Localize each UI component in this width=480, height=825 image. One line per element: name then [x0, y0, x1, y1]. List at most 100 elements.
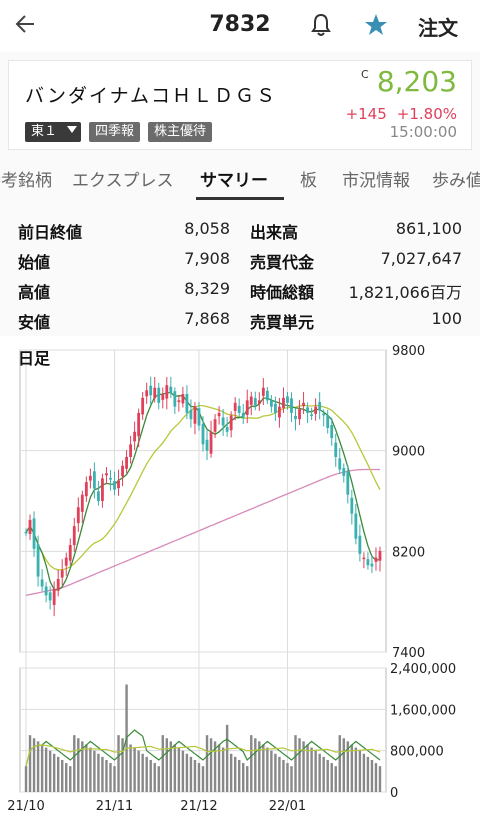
candle-body [181, 394, 185, 404]
candle-body [366, 559, 370, 566]
volume-bar [40, 744, 44, 792]
volume-bar [121, 738, 124, 792]
candle-body [113, 481, 116, 490]
volume-bar [141, 753, 144, 792]
candle-body [294, 415, 297, 420]
candle-body [72, 526, 76, 546]
summary-label: 安値 [18, 313, 51, 332]
volume-bar [24, 766, 28, 792]
tab-market-info[interactable]: 市況情報 [342, 171, 410, 191]
candle-body [84, 482, 88, 497]
volume-bar [338, 735, 341, 792]
order-button[interactable]: 注文 [418, 16, 458, 40]
candle-body [302, 402, 305, 407]
summary-row: 高値 8,329 時価総額 1,821,066百万 [18, 276, 462, 306]
volume-bar [254, 738, 257, 792]
volume-bar [173, 744, 177, 792]
volume-bar [374, 763, 378, 792]
price-flag: C [361, 68, 369, 81]
summary-label: 出来高 [250, 223, 299, 242]
price-tick-label: 9000 [392, 445, 425, 460]
arrow-left-icon[interactable] [12, 10, 40, 38]
star-icon[interactable] [362, 11, 390, 39]
summary-value: 7,027,647 [380, 249, 462, 268]
volume-bar [129, 744, 132, 792]
summary-label: 売買単元 [250, 313, 315, 332]
tab-reference[interactable]: 参考銘柄 [0, 171, 52, 191]
candle-body [68, 545, 72, 561]
candle-body [141, 397, 145, 415]
chart-period-label: 日足 [18, 349, 51, 368]
volume-bar [217, 744, 221, 792]
summary-row: 前日終値 8,058 出来高 861,100 [18, 216, 462, 246]
candle-body [354, 513, 358, 539]
candle-body [201, 423, 205, 445]
chevron-down-icon [67, 126, 78, 133]
candle-body [88, 475, 92, 481]
candle-body [290, 398, 293, 413]
shareholder-benefit-button[interactable]: 株主優待 [148, 122, 213, 142]
candle-body [52, 589, 56, 605]
summary-row: 安値 7,868 売買単元 100 [18, 306, 462, 336]
candle-body [97, 491, 100, 501]
volume-bar [69, 766, 72, 792]
current-price: 8,203 [376, 65, 457, 98]
volume-bar [137, 750, 140, 792]
quarterly-report-button[interactable]: 四季報 [89, 122, 141, 142]
x-tick-label: 22/01 [269, 799, 306, 814]
candle-body [44, 586, 48, 596]
volume-bar [153, 763, 156, 792]
volume-bar [342, 738, 345, 792]
candle-body [253, 398, 257, 406]
summary-value: 7,908 [184, 249, 230, 268]
volume-bar [73, 735, 76, 792]
volume-bar [61, 759, 64, 792]
volume-bar [322, 756, 325, 792]
page-title: 7832 [209, 12, 271, 37]
candle-body [330, 424, 334, 439]
candle-body [92, 471, 96, 489]
candle-body [217, 412, 221, 417]
candle-body [117, 480, 120, 489]
summary-value: 1,821,066百万 [348, 283, 462, 302]
candle-body [173, 391, 177, 407]
volume-tick-label: 800,000 [390, 745, 444, 760]
candle-body [350, 497, 354, 514]
tab-summary[interactable]: サマリー [200, 171, 268, 191]
candle-body [145, 390, 149, 397]
volume-bar [209, 738, 213, 792]
summary-value: 8,329 [184, 279, 230, 298]
volume-tick-label: 2,400,000 [390, 662, 456, 677]
volume-bar [81, 741, 84, 792]
candle-body [121, 465, 124, 477]
candle-body [213, 419, 217, 432]
tab-board[interactable]: 板 [300, 171, 317, 191]
volume-bar [185, 753, 189, 792]
candle-body [225, 427, 229, 432]
candle-body [318, 402, 322, 411]
market-selector[interactable]: 東１ [25, 122, 82, 142]
volume-bar [28, 735, 32, 792]
candle-body [298, 409, 301, 420]
volume-bar [93, 750, 96, 792]
tab-tick[interactable]: 歩み値 [432, 171, 480, 191]
volume-bar [378, 766, 382, 792]
candle-body [165, 385, 169, 399]
bell-icon[interactable] [307, 11, 335, 39]
candle-body [370, 563, 374, 567]
volume-bar [193, 759, 197, 792]
candle-body [185, 394, 189, 413]
volume-bar [370, 759, 374, 792]
volume-bar [346, 741, 350, 792]
volume-bar [189, 756, 193, 792]
candle-body [374, 557, 378, 562]
volume-bar [36, 741, 40, 792]
stock-name: バンダイナムコＨＬＤＧＳ [25, 85, 278, 107]
tab-express[interactable]: エクスプレス [72, 171, 174, 191]
summary-row: 始値 7,908 売買代金 7,027,647 [18, 246, 462, 276]
candle-body [233, 402, 237, 411]
x-tick-label: 21/12 [180, 799, 217, 814]
volume-bar [314, 750, 317, 792]
candle-body [362, 557, 366, 560]
